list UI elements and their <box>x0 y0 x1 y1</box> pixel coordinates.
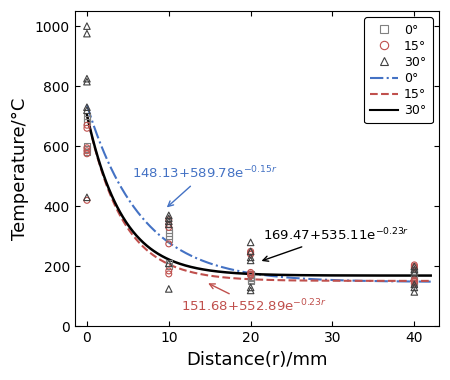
Point <box>165 236 172 242</box>
Point <box>411 277 418 283</box>
Point <box>165 233 172 239</box>
Point <box>411 279 418 285</box>
Point <box>247 272 254 279</box>
Point <box>247 279 254 285</box>
Point <box>411 281 418 287</box>
Point <box>247 269 254 275</box>
Point <box>83 194 90 200</box>
Point <box>411 284 418 290</box>
Point <box>411 268 418 274</box>
Point <box>83 197 90 203</box>
Point <box>247 284 254 290</box>
Text: 151.68+552.89e$^{-0.23r}$: 151.68+552.89e$^{-0.23r}$ <box>181 284 327 314</box>
Point <box>83 31 90 37</box>
Point <box>247 287 254 293</box>
Point <box>411 271 418 277</box>
Point <box>165 224 172 230</box>
Point <box>83 76 90 82</box>
Point <box>247 257 254 263</box>
Point <box>411 277 418 283</box>
Point <box>411 266 418 272</box>
Point <box>83 146 90 152</box>
Point <box>165 260 172 266</box>
Point <box>83 143 90 149</box>
Point <box>411 280 418 286</box>
Y-axis label: Temperature/°C: Temperature/°C <box>11 98 29 240</box>
Point <box>83 113 90 119</box>
Point <box>411 289 418 295</box>
Point <box>165 212 172 218</box>
Point <box>247 254 254 260</box>
Point <box>83 119 90 125</box>
Legend: 0°, 15°, 30°, 0°, 15°, 30°: 0°, 15°, 30°, 0°, 15°, 30° <box>364 17 432 124</box>
Point <box>165 230 172 236</box>
Point <box>411 263 418 269</box>
Point <box>165 227 172 233</box>
Point <box>165 268 172 274</box>
Point <box>165 271 172 277</box>
Point <box>83 149 90 155</box>
Point <box>165 241 172 247</box>
Point <box>411 279 418 285</box>
Point <box>165 217 172 223</box>
Point <box>247 272 254 279</box>
Point <box>83 148 90 154</box>
Point <box>411 269 418 275</box>
Point <box>247 249 254 255</box>
Point <box>247 277 254 283</box>
Point <box>83 107 90 113</box>
Point <box>411 263 418 269</box>
Point <box>247 271 254 277</box>
Point <box>411 280 418 286</box>
Point <box>247 249 254 255</box>
Point <box>83 79 90 85</box>
Point <box>83 23 90 29</box>
Point <box>83 122 90 128</box>
Point <box>247 274 254 280</box>
Point <box>247 251 254 257</box>
Point <box>165 221 172 227</box>
X-axis label: Distance(r)/mm: Distance(r)/mm <box>186 351 328 369</box>
Text: 169.47+535.11e$^{-0.23r}$: 169.47+535.11e$^{-0.23r}$ <box>263 226 409 261</box>
Point <box>83 104 90 110</box>
Point <box>165 263 172 269</box>
Point <box>411 262 418 268</box>
Point <box>165 215 172 222</box>
Point <box>247 276 254 282</box>
Point <box>165 221 172 227</box>
Point <box>83 151 90 157</box>
Point <box>247 271 254 277</box>
Point <box>247 250 254 256</box>
Point <box>411 269 418 275</box>
Point <box>83 125 90 131</box>
Point <box>83 145 90 151</box>
Point <box>247 239 254 245</box>
Point <box>165 218 172 225</box>
Point <box>165 260 172 266</box>
Point <box>165 286 172 292</box>
Point <box>411 265 418 271</box>
Point <box>83 116 90 122</box>
Text: 148.13+589.78e$^{-0.15r}$: 148.13+589.78e$^{-0.15r}$ <box>132 165 278 206</box>
